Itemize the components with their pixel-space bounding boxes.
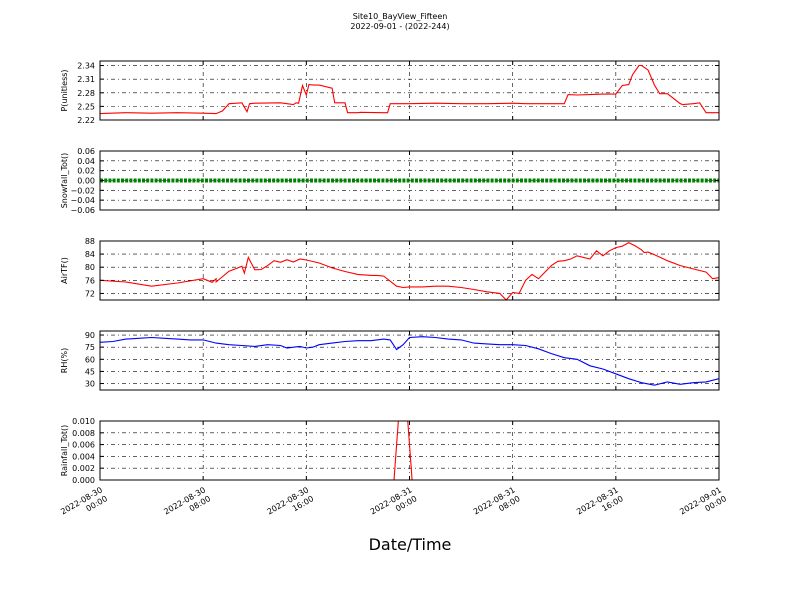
y-tick-label: 0.06: [77, 147, 95, 156]
subplots: 2.222.252.282.312.34P(unitless)−0.06−0.0…: [60, 60, 720, 485]
figure-title-line2: 2022-09-01 - (2022-244): [350, 22, 449, 31]
series-line-3: [100, 241, 719, 300]
y-tick-label: 2.34: [77, 62, 95, 71]
y-tick-label: 0.004: [72, 452, 95, 461]
y-tick-label: 2.25: [77, 102, 95, 111]
y-tick-label: 75: [85, 343, 95, 352]
y-axis-label: RH(%): [60, 348, 69, 373]
subplot-3: 72 76 80 84 88 AirTF(): [60, 237, 720, 301]
y-tick-label: 2.28: [77, 89, 95, 98]
figure-title-line1: Site10_BayView_Fifteen: [353, 12, 448, 21]
y-tick-label: 76: [85, 276, 95, 285]
y-tick-label: 90: [85, 331, 95, 340]
y-tick-label: 30: [85, 380, 95, 389]
subplot-4: 30 45 60 75 90 RH(%): [60, 330, 720, 391]
y-tick-label: 0.010: [72, 417, 95, 426]
y-tick-label: 0.04: [77, 157, 95, 166]
y-tick-label: 0.000: [72, 476, 95, 485]
subplot-5: 0.000 0.002 0.004 0.006 0.008 0.010Rainfall_T…: [60, 417, 720, 485]
y-tick-label: −0.04: [70, 196, 95, 205]
y-tick-label: 0.006: [72, 441, 95, 450]
y-tick-label: 0.00: [77, 177, 95, 186]
y-tick-label: 0.02: [77, 167, 95, 176]
y-axis-label: Snowfall_Tot(): [60, 153, 69, 209]
series-line-1: [100, 64, 719, 115]
y-tick-label: 0.002: [72, 464, 95, 473]
y-tick-label: 2.31: [77, 75, 95, 84]
y-tick-label: 72: [85, 289, 95, 298]
y-tick-label: −0.02: [70, 186, 95, 195]
subplot-2: −0.06−0.04−0.020.000.020.040.06 Snowfall_…: [60, 147, 720, 215]
y-tick-label: −0.06: [70, 206, 95, 215]
y-tick-label: 0.008: [72, 429, 95, 438]
y-axis-label: Rainfall_Tot(): [60, 425, 69, 477]
subplot-1: 2.22 2.25 2.28 2.31 2.34 P(unitless): [60, 60, 720, 125]
series-line-4: [100, 336, 719, 386]
x-axis-label: Date/Time: [369, 535, 452, 554]
y-tick-label: 80: [85, 263, 95, 272]
y-tick-label: 45: [85, 367, 95, 376]
y-axis-label: P(unitless): [60, 69, 69, 111]
y-tick-label: 84: [85, 250, 95, 259]
y-tick-label: 88: [85, 237, 95, 246]
y-tick-label: 60: [85, 355, 95, 364]
y-axis-label: AirTF(): [60, 257, 69, 284]
y-tick-label: 2.22: [77, 116, 95, 125]
